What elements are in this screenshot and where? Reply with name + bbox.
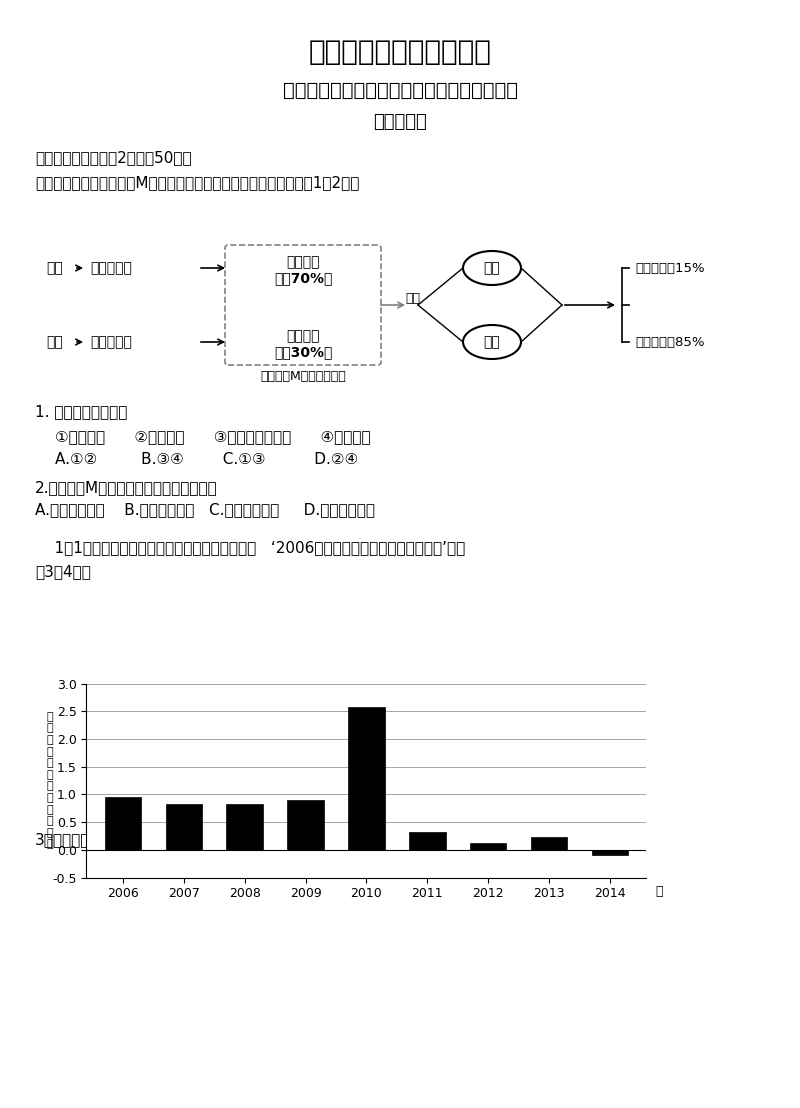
Bar — [287, 800, 324, 850]
Text: 原料: 原料 — [46, 261, 62, 275]
Text: （占70%）: （占70%） — [274, 271, 332, 285]
Text: 零售: 零售 — [484, 335, 500, 349]
Bar — [592, 850, 628, 855]
Ellipse shape — [463, 325, 521, 359]
Text: 新疆纺织厂: 新疆纺织厂 — [90, 261, 132, 275]
Text: 1. 图中直接体现的有: 1. 图中直接体现的有 — [35, 404, 127, 420]
Text: 新疆生产: 新疆生产 — [286, 255, 320, 269]
Y-axis label: 劳
动
力
人
口
增
长
变
化
率
／
％: 劳 动 力 人 口 增 长 变 化 率 ／ ％ — [46, 711, 53, 850]
Text: A.①②         B.③④        C.①③          D.②④: A.①② B.③④ C.①③ D.②④ — [55, 452, 358, 468]
Text: 一、选择题（每小题2分，共50分）: 一、选择题（每小题2分，共50分） — [35, 151, 192, 165]
Bar — [409, 832, 446, 850]
Text: 国内市场约15%: 国内市场约15% — [635, 261, 705, 275]
Text: 3．我国劳动人口数量最多的年份是: 3．我国劳动人口数量最多的年份是 — [35, 832, 182, 848]
Text: 最新版地理精品学习资料: 最新版地理精品学习资料 — [309, 38, 491, 66]
Text: （占30%）: （占30%） — [274, 345, 332, 359]
Ellipse shape — [463, 252, 521, 285]
Text: 制衣公司M（多个工厂）: 制衣公司M（多个工厂） — [260, 370, 346, 383]
Bar — [470, 843, 506, 850]
Bar — [166, 804, 202, 850]
Text: 1月1日我国全面放开二孩政策开始实施。读下图   ‘2006年至我国劳动人口增长变化率图’。完: 1月1日我国全面放开二孩政策开始实施。读下图 ‘2006年至我国劳动人口增长变化… — [35, 541, 466, 555]
Text: 产品: 产品 — [406, 293, 421, 306]
FancyBboxPatch shape — [225, 245, 381, 365]
Text: 下图示意新疆某制衣公司M（多个工厂）的产业活动地域联系。完成1～2题。: 下图示意新疆某制衣公司M（多个工厂）的产业活动地域联系。完成1～2题。 — [35, 175, 359, 191]
Text: 中亚生产: 中亚生产 — [286, 329, 320, 343]
Text: 成3～4题。: 成3～4题。 — [35, 564, 91, 579]
Text: 批发: 批发 — [484, 261, 500, 275]
Text: 原料: 原料 — [46, 335, 62, 349]
Text: 东北育才学校高中部高三年级第三次模拟考试: 东北育才学校高中部高三年级第三次模拟考试 — [282, 81, 518, 100]
Bar — [226, 804, 263, 850]
Text: 年: 年 — [655, 884, 663, 897]
Text: A.抢占市场先机    B.获取优质原料   C.提高生产技术     D.解决当地就业: A.抢占市场先机 B.获取优质原料 C.提高生产技术 D.解决当地就业 — [35, 503, 375, 517]
Bar — [105, 798, 141, 850]
Bar — [348, 707, 385, 850]
Text: 国外市场约85%: 国外市场约85% — [635, 336, 705, 349]
Text: 地理科试卷: 地理科试卷 — [373, 113, 427, 131]
Bar — [530, 838, 567, 850]
Text: 中亚纺织厂: 中亚纺织厂 — [90, 335, 132, 349]
Text: ①生产协作      ②商贸联系      ③科技与信息联系      ④工业集聚: ①生产协作 ②商贸联系 ③科技与信息联系 ④工业集聚 — [55, 430, 370, 444]
Text: 2.制衣公司M到中亚投资建厂，主要是为了: 2.制衣公司M到中亚投资建厂，主要是为了 — [35, 481, 218, 495]
